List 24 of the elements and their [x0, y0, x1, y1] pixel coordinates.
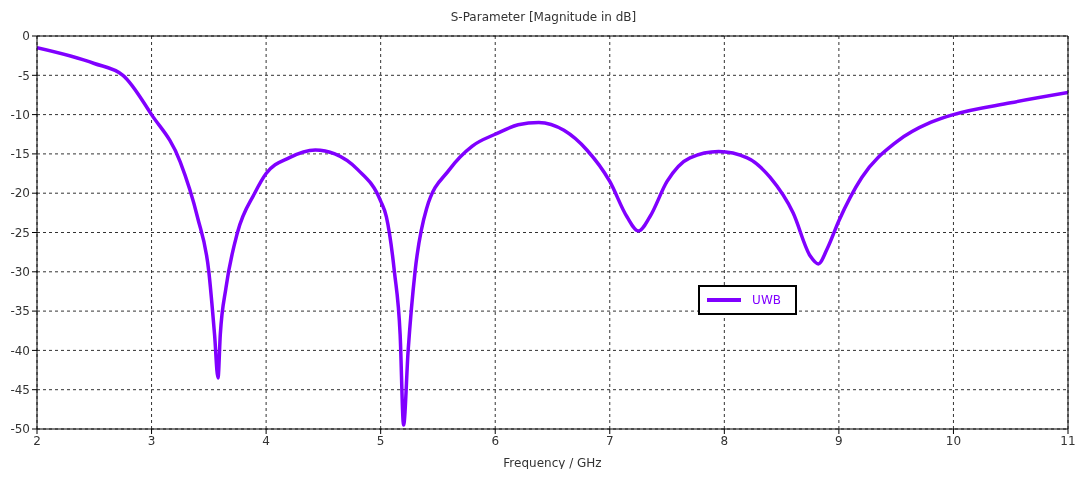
y-tick-label: -5: [18, 68, 30, 83]
x-tick-label: 10: [945, 433, 962, 448]
y-tick-label: -35: [10, 304, 30, 319]
legend-label: UWB: [751, 293, 781, 307]
y-tick-label: -30: [10, 265, 30, 280]
chart-title: S-Parameter [Magnitude in dB]: [449, 10, 638, 24]
x-tick-label: 6: [491, 433, 500, 448]
y-tick-label: 0: [22, 29, 30, 44]
x-tick-label: 3: [147, 433, 156, 448]
y-tick-label: -10: [10, 107, 30, 122]
y-tick-label: -50: [10, 422, 30, 437]
y-tick-label: -40: [10, 343, 30, 358]
y-tick-label: -45: [10, 382, 30, 397]
y-tick-label: -20: [10, 186, 30, 201]
y-tick-label: -25: [10, 225, 30, 240]
x-tick-label: 2: [33, 433, 41, 448]
y-tick-label: -15: [10, 147, 30, 162]
x-tick-label: 5: [376, 433, 385, 448]
x-tick-label: 11: [1060, 433, 1076, 448]
x-tick-label: 7: [605, 433, 614, 448]
x-axis-title: Frequency / GHz: [503, 456, 602, 470]
x-tick-label: 9: [835, 433, 843, 448]
x-tick-label: 4: [262, 433, 270, 448]
x-tick-label: 8: [720, 433, 729, 448]
